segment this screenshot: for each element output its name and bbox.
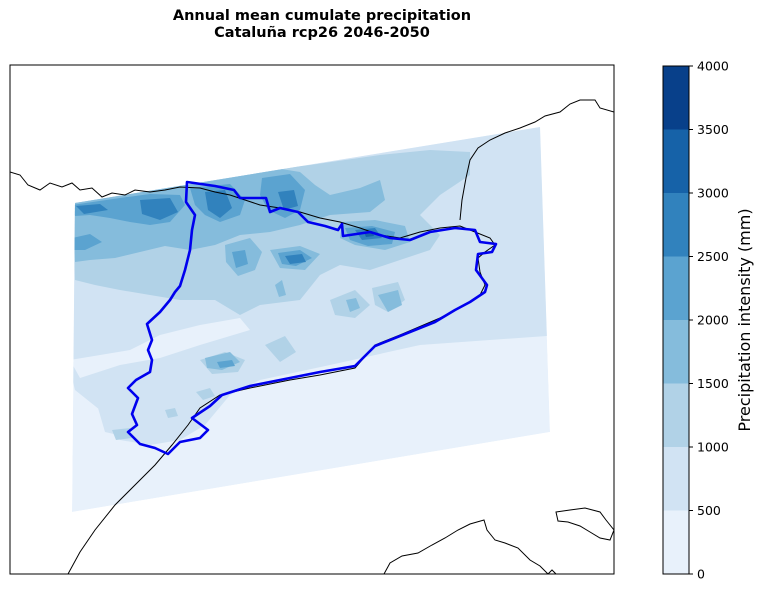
colorbar-tick-label: 0 [697,567,705,582]
colorbar-band [663,129,689,193]
contour-hole-500 [72,318,250,378]
contour-level-2000 [72,174,395,368]
colorbar-band [663,66,689,130]
colorbar: 0 500 1000 1500 2000 2500 3000 3500 4000 Precipi… [662,59,754,582]
coastline-france [459,99,614,221]
colorbar-tick-label: 1500 [697,376,729,391]
title-line-2: Cataluña rcp26 2046-2050 [214,25,430,41]
colorbar-tick-label: 1000 [697,440,729,455]
coastline-menorca [555,507,614,541]
colorbar-band [663,447,689,511]
colorbar-tick-label: 2000 [697,313,729,328]
chart-title: Annual mean cumulate precipitation Catal… [10,8,634,42]
contour-level-2500 [76,190,382,264]
colorbar-band [663,256,689,320]
colorbar-tick-label: 4000 [697,59,729,74]
colorbar-band [663,510,689,574]
precipitation-field [72,127,550,512]
colorbar-band [663,383,689,447]
colorbar-label: Precipitation intensity (mm) [735,208,754,431]
catalonia-border [126,180,498,456]
colorbar-tick-label: 500 [697,503,721,518]
title-line-1: Annual mean cumulate precipitation [172,8,472,24]
colorbar-tick-label: 3500 [697,122,729,137]
colorbar-band [663,320,689,384]
colorbar-ticks: 0 500 1000 1500 2000 2500 3000 3500 4000 [689,59,729,582]
colorbar-band [663,193,689,257]
coastline-islet [547,569,557,574]
colorbar-tick-label: 3000 [697,186,729,201]
coastline-mallorca [383,519,549,574]
colorbar-tick-label: 2500 [697,249,729,264]
colorbar-bands [663,66,689,574]
